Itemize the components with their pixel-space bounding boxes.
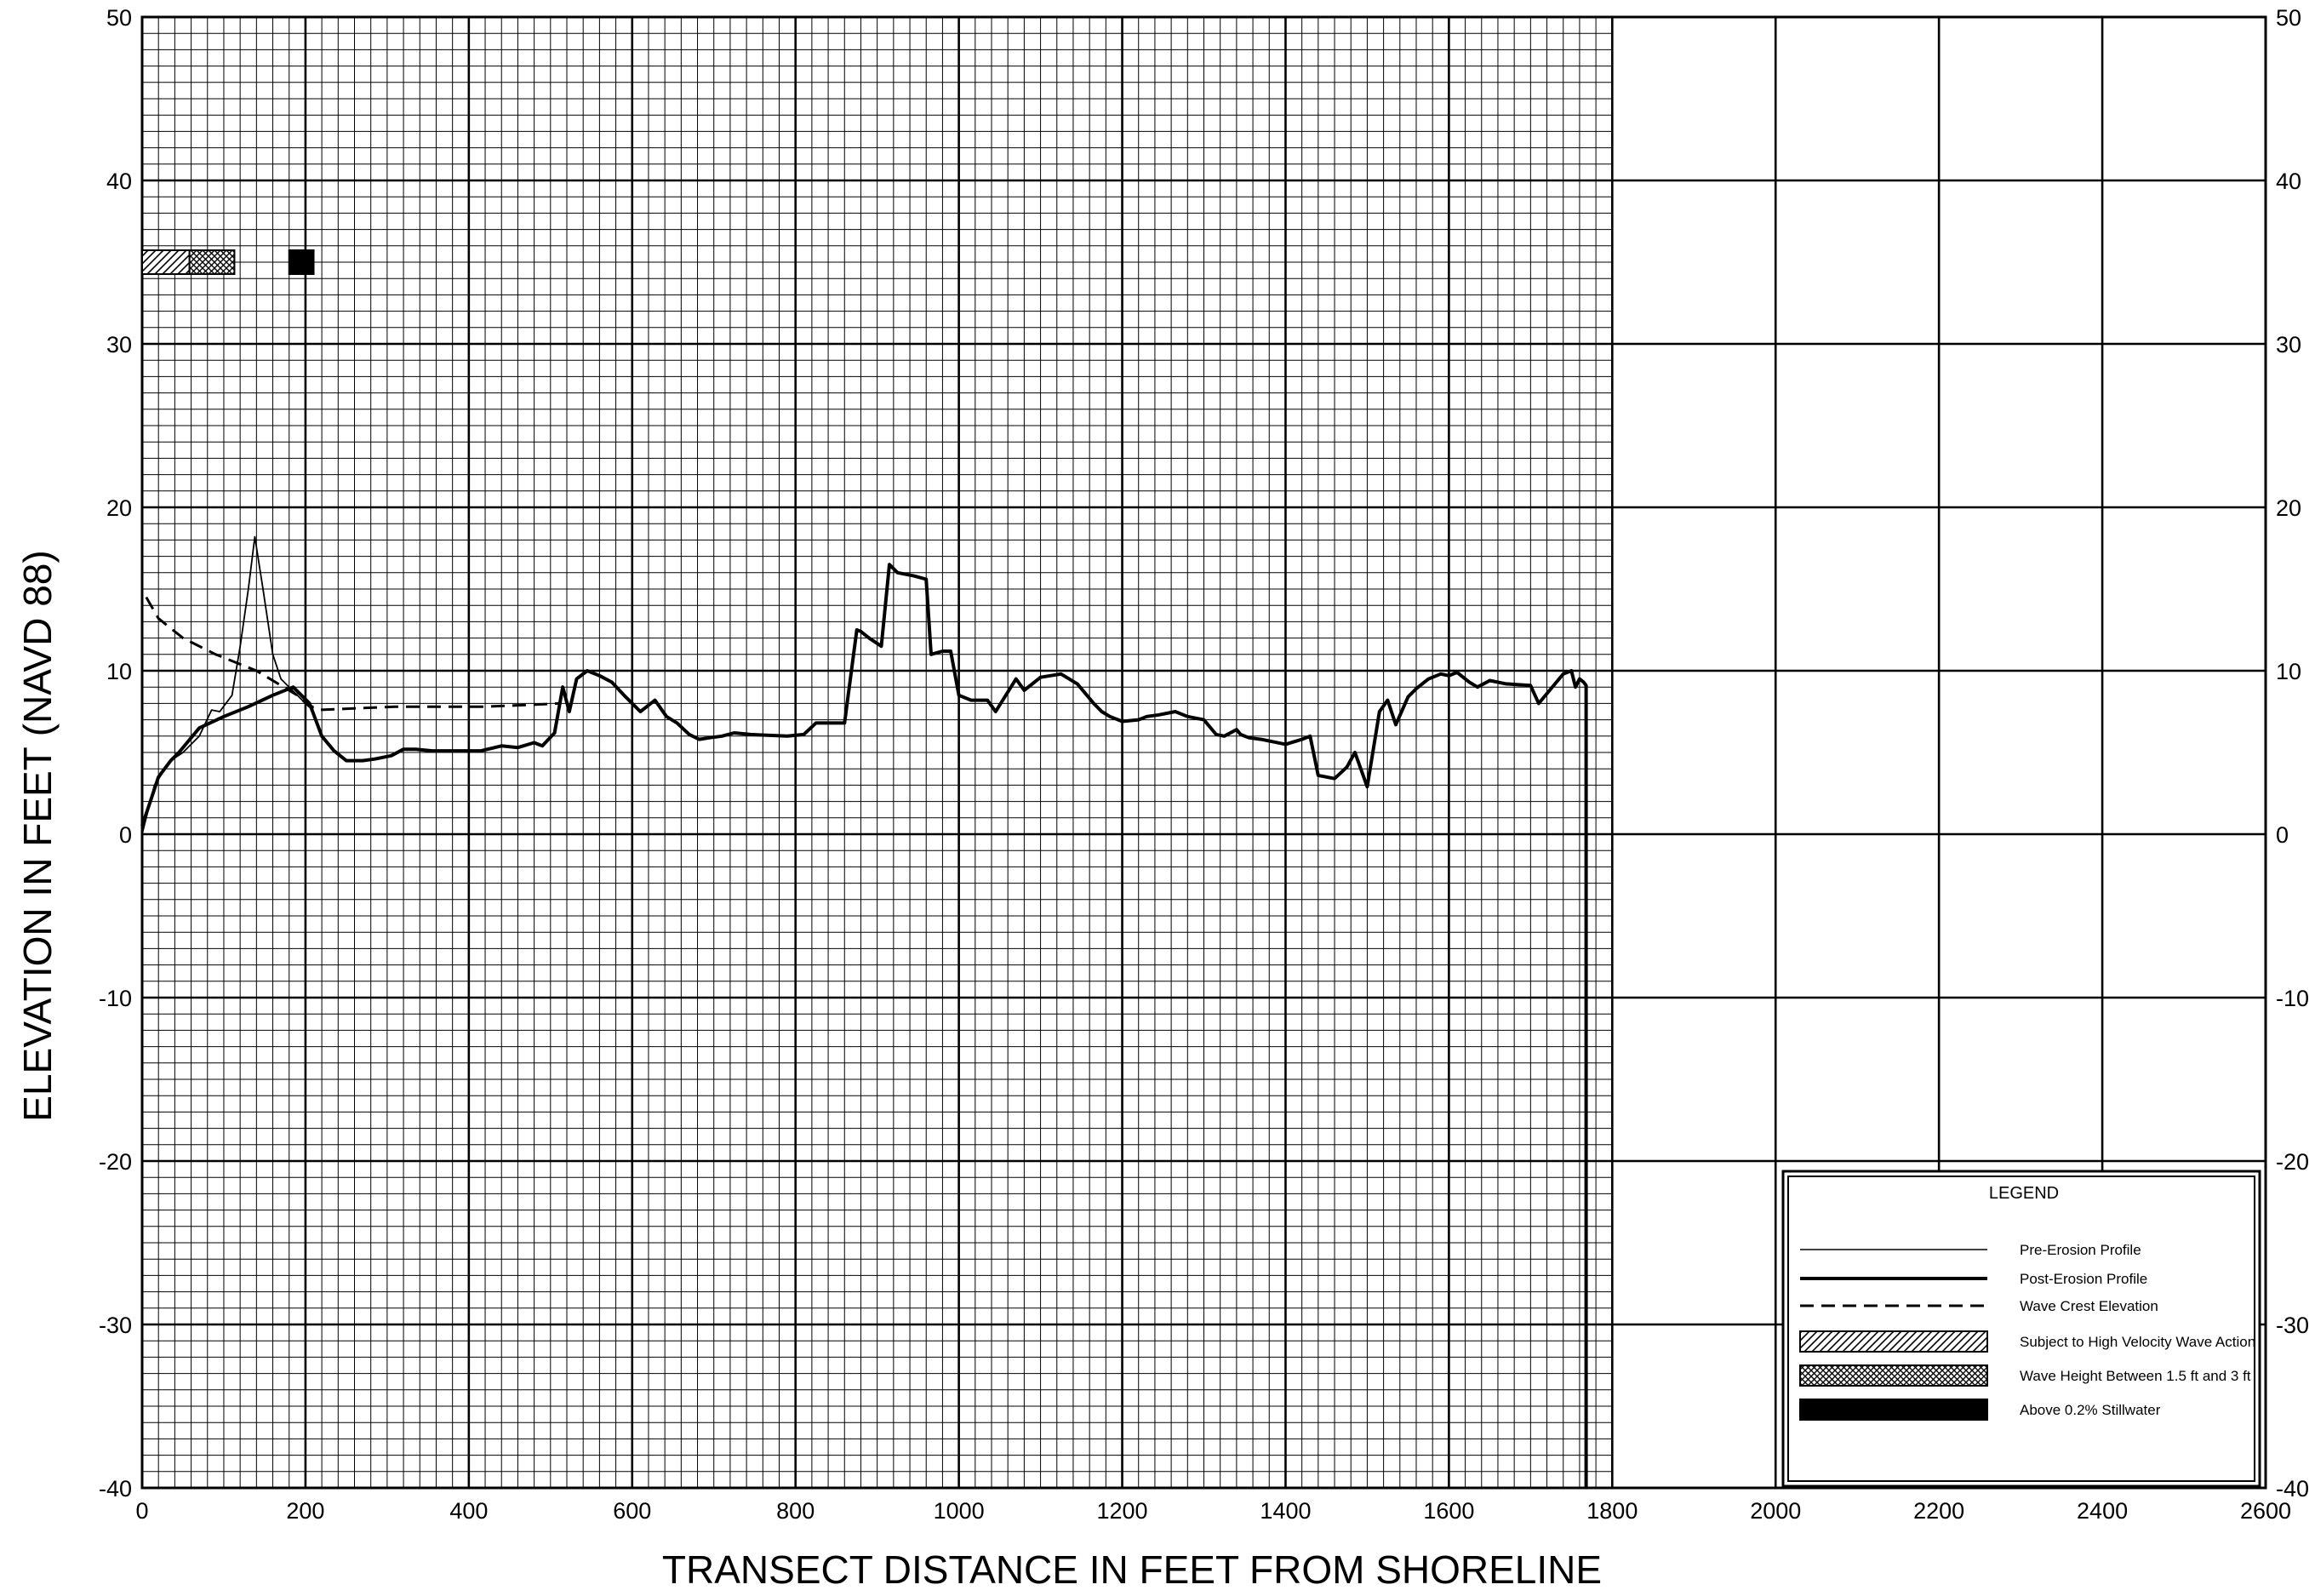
x-tick-label: 600	[613, 1498, 651, 1524]
legend-box	[1781, 1170, 2261, 1488]
legend-label: Pre-Erosion Profile	[2020, 1242, 2141, 1258]
legend-title: LEGEND	[1989, 1184, 2059, 1203]
x-tick-label: 1600	[1423, 1498, 1474, 1524]
y-tick-label-left: 0	[119, 822, 132, 848]
profile-series	[140, 535, 1588, 1488]
y-tick-label-left: 10	[106, 659, 132, 684]
zone-bar-hatch	[141, 249, 191, 275]
legend-label: Post-Erosion Profile	[2020, 1271, 2147, 1287]
legend-label: Wave Height Between 1.5 ft and 3 ft	[2020, 1368, 2251, 1384]
plot-frame	[140, 15, 2267, 1490]
x-axis-title: TRANSECT DISTANCE IN FEET FROM SHORELINE	[662, 1547, 1602, 1592]
y-tick-label-left: -20	[99, 1149, 132, 1175]
x-tick-label: 2400	[2077, 1498, 2128, 1524]
y-tick-label-left: 40	[106, 169, 132, 194]
y-tick-label-right: 40	[2276, 169, 2301, 194]
x-tick-label: 1200	[1096, 1498, 1147, 1524]
legend-symbol-solid	[1799, 1399, 1988, 1421]
zone-bar-solid	[288, 249, 315, 275]
y-tick-label-left: -30	[99, 1313, 132, 1338]
y-tick-label-right: 10	[2276, 659, 2301, 684]
y-tick-label-left: 30	[106, 332, 132, 358]
zone-bars	[141, 249, 315, 275]
legend: LEGEND Pre-Erosion Profile Post-Erosion Pr…	[1781, 1170, 2261, 1488]
legend-label: Subject to High Velocity Wave Action	[2020, 1334, 2255, 1350]
x-tick-label: 2200	[1913, 1498, 1964, 1524]
y-tick-label-right: -30	[2276, 1313, 2309, 1338]
y-tick-label-right: 0	[2276, 822, 2289, 848]
series-pre-erosion-profile	[141, 535, 314, 835]
y-tick-label-left: -40	[99, 1476, 132, 1502]
y-tick-label-right: 20	[2276, 495, 2301, 521]
axis-tick-labels: 0 200 400 600 800 1000 1200 1400 1600 1800 2000 220…	[99, 5, 2309, 1524]
x-tick-label: 0	[135, 1498, 148, 1524]
x-tick-label: 200	[286, 1498, 324, 1524]
x-tick-label: 2600	[2240, 1498, 2291, 1524]
y-axis-title: ELEVATION IN FEET (NAVD 88)	[15, 550, 60, 1121]
x-tick-label: 400	[449, 1498, 488, 1524]
x-tick-label: 1000	[934, 1498, 985, 1524]
y-tick-label-right: 50	[2276, 5, 2301, 31]
legend-inner-frame	[1787, 1176, 2255, 1482]
x-tick-label: 800	[776, 1498, 815, 1524]
y-tick-label-right: -10	[2276, 986, 2309, 1011]
y-tick-label-left: 20	[106, 495, 132, 521]
y-tick-label-right: 30	[2276, 332, 2301, 358]
x-tick-label: 1400	[1260, 1498, 1311, 1524]
y-tick-label-left: -10	[99, 986, 132, 1011]
y-tick-label-right: -40	[2276, 1476, 2309, 1502]
legend-symbol-crosshatch	[1799, 1364, 1988, 1387]
x-tick-label: 2000	[1750, 1498, 1801, 1524]
zone-bar-crosshatch	[188, 249, 236, 275]
y-tick-label-right: -20	[2276, 1149, 2309, 1175]
legend-symbol-hatch	[1799, 1330, 1988, 1353]
series-post-erosion-profile	[140, 563, 1588, 1488]
legend-label: Wave Crest Elevation	[2020, 1298, 2158, 1314]
x-tick-label: 1800	[1586, 1498, 1638, 1524]
y-tick-label-left: 50	[106, 5, 132, 31]
series-wave-crest-elevation	[145, 596, 559, 712]
legend-label: Above 0.2% Stillwater	[2020, 1402, 2161, 1418]
